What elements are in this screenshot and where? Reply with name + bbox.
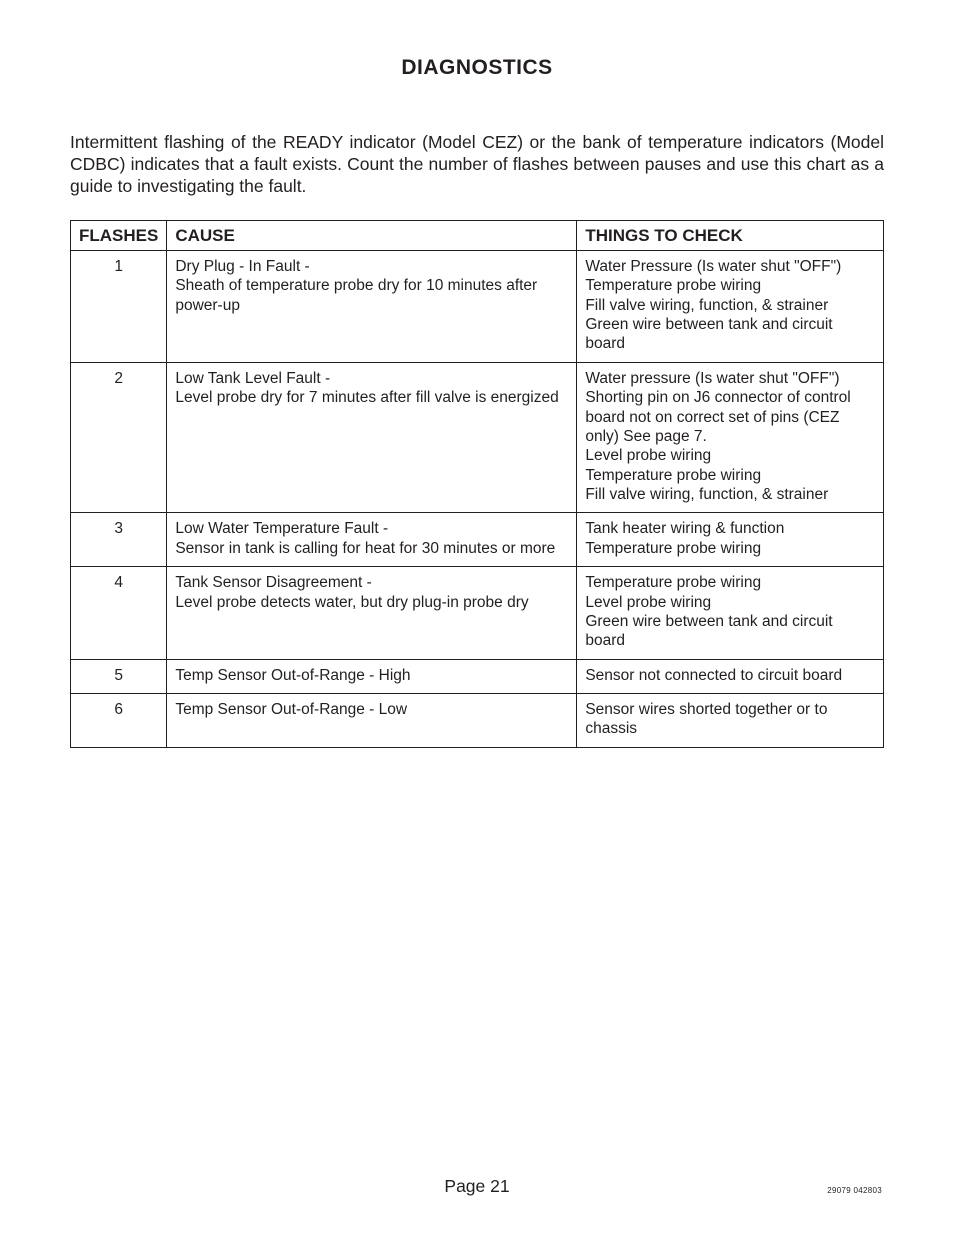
header-flashes: FLASHES (71, 220, 167, 250)
cause-title: Tank Sensor Disagreement - (175, 573, 568, 592)
cell-cause: Temp Sensor Out-of-Range - Low (167, 694, 577, 748)
page-footer: Page 21 (0, 1176, 954, 1197)
header-things: THINGS TO CHECK (577, 220, 884, 250)
cell-things: Tank heater wiring & functionTemperature… (577, 513, 884, 567)
table-row: 5 Temp Sensor Out-of-Range - High Sensor… (71, 659, 884, 693)
cell-things: Sensor not connected to circuit board (577, 659, 884, 693)
header-cause: CAUSE (167, 220, 577, 250)
cell-cause: Dry Plug - In Fault - Sheath of temperat… (167, 250, 577, 362)
cell-flashes: 4 (71, 567, 167, 660)
cell-cause: Tank Sensor Disagreement - Level probe d… (167, 567, 577, 660)
cause-desc: Level probe dry for 7 minutes after fill… (175, 389, 558, 406)
table-body: 1 Dry Plug - In Fault - Sheath of temper… (71, 250, 884, 747)
cell-flashes: 5 (71, 659, 167, 693)
cell-things: Water pressure (Is water shut "OFF")Shor… (577, 362, 884, 513)
cell-flashes: 2 (71, 362, 167, 513)
cause-title: Temp Sensor Out-of-Range - High (175, 666, 568, 685)
cell-things: Temperature probe wiringLevel probe wiri… (577, 567, 884, 660)
table-header-row: FLASHES CAUSE THINGS TO CHECK (71, 220, 884, 250)
cell-cause: Low Water Temperature Fault - Sensor in … (167, 513, 577, 567)
table-row: 1 Dry Plug - In Fault - Sheath of temper… (71, 250, 884, 362)
cause-desc: Level probe detects water, but dry plug-… (175, 594, 528, 611)
page-title: DIAGNOSTICS (70, 56, 884, 80)
diagnostics-table: FLASHES CAUSE THINGS TO CHECK 1 Dry Plug… (70, 220, 884, 748)
table-row: 3 Low Water Temperature Fault - Sensor i… (71, 513, 884, 567)
document-number: 29079 042803 (827, 1186, 882, 1195)
cause-title: Temp Sensor Out-of-Range - Low (175, 700, 568, 719)
cell-things: Water Pressure (Is water shut "OFF")Temp… (577, 250, 884, 362)
cause-title: Low Water Temperature Fault - (175, 519, 568, 538)
cell-flashes: 6 (71, 694, 167, 748)
cell-cause: Temp Sensor Out-of-Range - High (167, 659, 577, 693)
cause-title: Dry Plug - In Fault - (175, 257, 568, 276)
cell-cause: Low Tank Level Fault - Level probe dry f… (167, 362, 577, 513)
intro-paragraph: Intermittent flashing of the READY indic… (70, 132, 884, 198)
cause-title: Low Tank Level Fault - (175, 369, 568, 388)
cause-desc: Sensor in tank is calling for heat for 3… (175, 540, 555, 557)
table-row: 4 Tank Sensor Disagreement - Level probe… (71, 567, 884, 660)
cause-desc: Sheath of temperature probe dry for 10 m… (175, 277, 537, 313)
cell-flashes: 3 (71, 513, 167, 567)
table-row: 6 Temp Sensor Out-of-Range - Low Sensor … (71, 694, 884, 748)
table-row: 2 Low Tank Level Fault - Level probe dry… (71, 362, 884, 513)
cell-things: Sensor wires shorted together or to chas… (577, 694, 884, 748)
cell-flashes: 1 (71, 250, 167, 362)
